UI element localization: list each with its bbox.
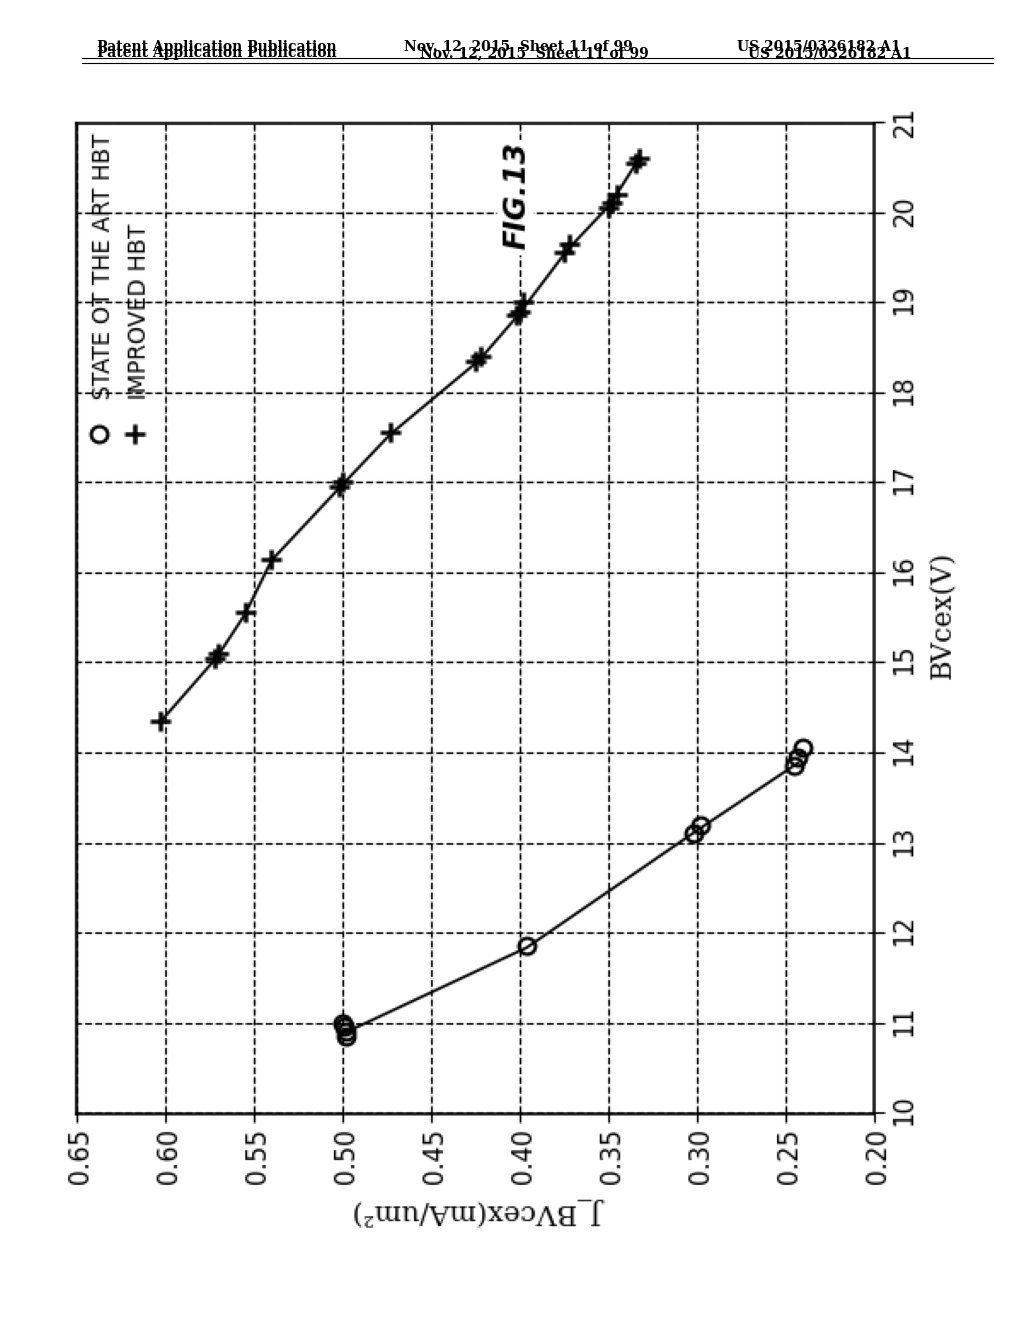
Text: Patent Application Publication: Patent Application Publication — [97, 46, 337, 61]
Text: US 2015/0326182 A1: US 2015/0326182 A1 — [748, 46, 911, 61]
Text: Nov. 12, 2015  Sheet 11 of 99: Nov. 12, 2015 Sheet 11 of 99 — [420, 46, 648, 61]
Text: US 2015/0326182 A1: US 2015/0326182 A1 — [737, 40, 901, 54]
Text: Patent Application Publication: Patent Application Publication — [97, 40, 337, 54]
Text: Nov. 12, 2015  Sheet 11 of 99: Nov. 12, 2015 Sheet 11 of 99 — [404, 40, 633, 54]
